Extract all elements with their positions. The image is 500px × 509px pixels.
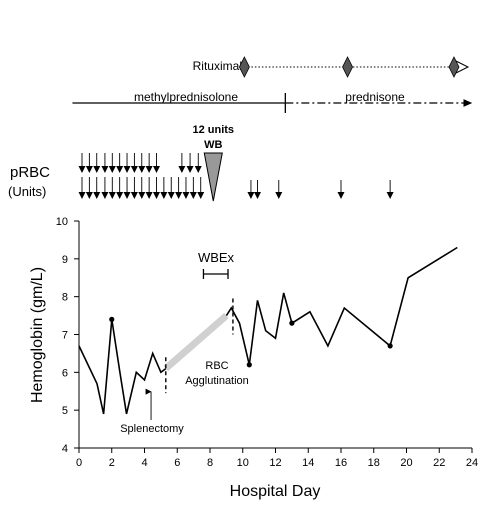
prbc-arrow xyxy=(186,166,194,173)
rituximab-dose-diamond xyxy=(238,56,250,78)
y-tick-label: 7 xyxy=(62,330,68,342)
prbc-arrow xyxy=(145,166,153,173)
y-tick-label: 6 xyxy=(62,367,68,379)
splenectomy-label: Splenectomy xyxy=(120,423,184,435)
methylprednisolone-label: methylprednisolone xyxy=(134,90,238,104)
prbc-arrow xyxy=(167,192,175,199)
x-axis-title: Hospital Day xyxy=(230,483,321,500)
prbc-arrow xyxy=(197,192,205,199)
prbc-arrow xyxy=(116,192,124,199)
prbc-arrow xyxy=(175,192,183,199)
prbc-single-arrow xyxy=(275,192,283,199)
x-tick-label: 16 xyxy=(335,457,347,469)
prbc-units-label: (Units) xyxy=(8,184,46,199)
y-ticks: 4 5 6 7 8 9 10 xyxy=(56,216,79,455)
data-point xyxy=(246,362,252,368)
plot-area: Splenectomy RBC Agglutination WBEx xyxy=(78,246,458,435)
prbc-row-2 xyxy=(78,177,205,199)
x-tick-label: 24 xyxy=(466,457,478,469)
rituximab-open-arrow xyxy=(455,60,470,74)
x-tick-label: 2 xyxy=(109,457,115,469)
y-axis-title: Hemoglobin (gm/L) xyxy=(29,267,46,403)
y-tick-label: 5 xyxy=(62,405,68,417)
prbc-arrow xyxy=(182,192,190,199)
x-ticks: 0 2 4 6 8 10 12 14 16 18 20 22 24 xyxy=(76,448,478,469)
wbex-label: WBEx xyxy=(198,250,235,265)
prbc-arrow xyxy=(85,192,93,199)
rbc-agglutination-label-line2: Agglutination xyxy=(185,375,249,387)
prbc-transfusions: pRBC (Units) 12 units WB xyxy=(8,124,394,202)
prbc-arrow xyxy=(101,192,109,199)
prbc-single-arrow xyxy=(386,192,394,199)
x-tick-label: 0 xyxy=(76,457,82,469)
wb-label: WB xyxy=(204,139,222,151)
prbc-arrow xyxy=(178,166,186,173)
dashed-event-markers xyxy=(165,298,234,394)
y-tick-label: 10 xyxy=(56,216,68,228)
prbc-arrow xyxy=(153,166,161,173)
prbc-arrow xyxy=(160,192,168,199)
series-line-pre-splenectomy xyxy=(78,319,167,415)
rbc-agglutination-label-line1: RBC xyxy=(205,360,228,372)
wb-units-label: 12 units xyxy=(192,124,234,136)
data-point xyxy=(289,320,295,326)
prbc-arrow xyxy=(130,192,138,199)
x-tick-label: 6 xyxy=(174,457,180,469)
prbc-single-arrow xyxy=(247,192,255,199)
prbc-arrow xyxy=(78,192,86,199)
prbc-arrow xyxy=(189,192,197,199)
agglutination-gap-segment xyxy=(163,312,229,372)
x-tick-label: 12 xyxy=(269,457,281,469)
x-tick-label: 14 xyxy=(302,457,314,469)
prbc-arrow xyxy=(93,192,101,199)
rituximab-dose-diamond xyxy=(448,56,460,78)
y-tick-label: 4 xyxy=(62,443,68,455)
rituximab-dose-diamond xyxy=(342,56,353,78)
prbc-single-units xyxy=(247,180,394,199)
prbc-arrow xyxy=(145,192,153,199)
wb-transfusion-triangle xyxy=(203,152,223,202)
data-point xyxy=(109,316,115,322)
prbc-arrow xyxy=(123,166,131,173)
prbc-arrow xyxy=(138,166,146,173)
rituximab-label: Rituximab xyxy=(193,59,247,73)
y-tick-label: 8 xyxy=(62,292,68,304)
prbc-arrow xyxy=(116,166,124,173)
x-tick-label: 10 xyxy=(237,457,249,469)
prbc-single-arrow xyxy=(337,192,345,199)
prbc-arrow xyxy=(153,192,161,199)
prbc-arrow xyxy=(138,192,146,199)
therapy-timeline: Rituximab methylprednisolone prednisone xyxy=(72,56,473,113)
prbc-label: pRBC xyxy=(10,164,50,181)
x-tick-label: 22 xyxy=(433,457,445,469)
prbc-arrow xyxy=(108,166,116,173)
x-tick-label: 18 xyxy=(368,457,380,469)
prednisone-label: prednisone xyxy=(345,90,405,104)
prbc-arrow xyxy=(130,166,138,173)
prbc-arrow xyxy=(85,166,93,173)
y-tick-label: 9 xyxy=(62,254,68,266)
rituximab-doses xyxy=(238,56,470,78)
x-tick-label: 4 xyxy=(141,457,147,469)
prbc-arrow xyxy=(93,166,101,173)
prbc-arrow xyxy=(101,166,109,173)
x-tick-label: 8 xyxy=(207,457,213,469)
data-point-markers xyxy=(109,316,393,368)
prbc-arrow xyxy=(78,166,86,173)
prbc-single-arrow xyxy=(253,192,261,199)
prbc-arrow xyxy=(123,192,131,199)
prbc-arrow xyxy=(108,192,116,199)
prbc-arrow xyxy=(194,166,202,173)
x-tick-label: 20 xyxy=(400,457,412,469)
data-point xyxy=(387,343,393,349)
wbex-range-bar xyxy=(202,268,229,279)
prbc-row-1 xyxy=(78,153,202,173)
series-line-post xyxy=(225,246,458,365)
